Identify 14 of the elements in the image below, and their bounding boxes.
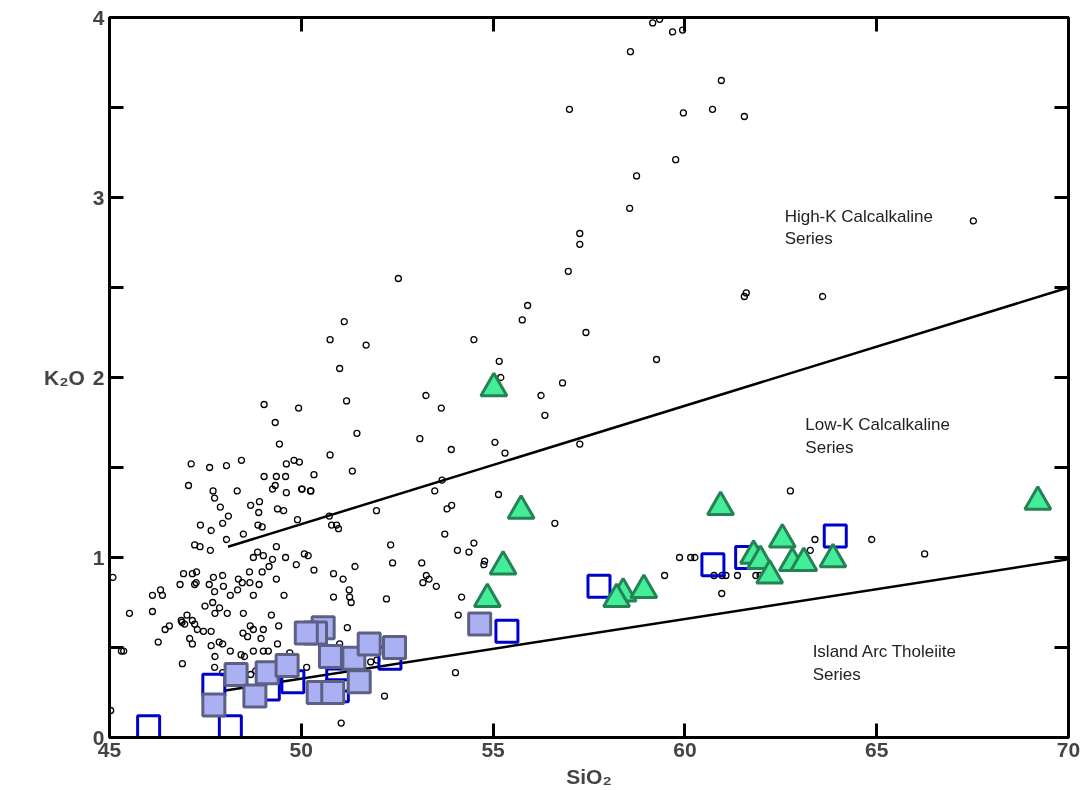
annotation: High-K Calcalkaline Series xyxy=(784,206,933,249)
y-axis-title: K₂O xyxy=(43,366,85,389)
x-tick-label: 65 xyxy=(865,737,889,761)
x-tick-label: 55 xyxy=(481,737,506,761)
x-tick-label: 70 xyxy=(1056,737,1081,761)
y-tick-label: 2 xyxy=(92,365,105,389)
y-tick-label: 4 xyxy=(92,5,105,29)
annotation: Island Arc Tholeiite Series xyxy=(812,642,956,684)
x-tick-label: 50 xyxy=(289,737,313,761)
annotation: Low-K Calcalkaline Series xyxy=(805,415,950,458)
x-axis-title: SiO₂ xyxy=(566,764,612,788)
y-tick-label: 1 xyxy=(92,545,105,569)
x-tick-label: 60 xyxy=(673,737,697,761)
y-tick-label: 3 xyxy=(92,185,105,209)
